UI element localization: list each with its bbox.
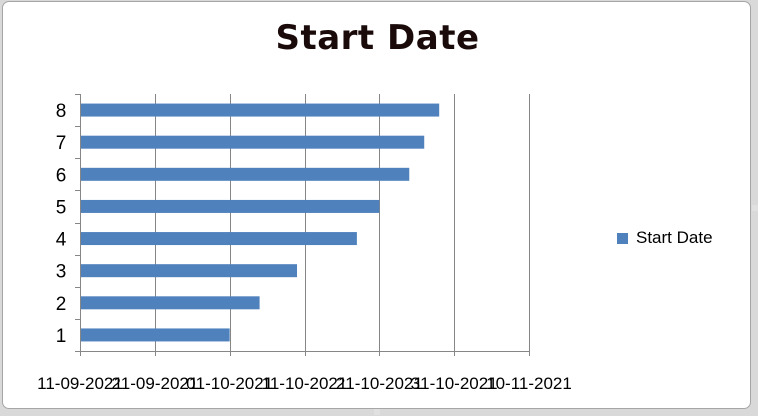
y-tick-label-6: 6 <box>56 165 67 186</box>
bar-5 <box>81 199 380 213</box>
legend: Start Date <box>617 228 713 248</box>
legend-label: Start Date <box>636 228 713 247</box>
legend-swatch <box>617 232 628 244</box>
y-tick-label-3: 3 <box>56 262 67 283</box>
resize-handle-right[interactable] <box>752 205 758 211</box>
y-tick-label-1: 1 <box>56 326 67 347</box>
bar-6 <box>81 167 410 181</box>
y-tick-label-8: 8 <box>56 101 67 122</box>
bar-3 <box>81 264 298 278</box>
x-tick-label-1: 21-09-2021 <box>111 374 198 393</box>
x-tick-label-2: 01-10-2021 <box>186 374 273 393</box>
bar-8 <box>81 103 440 117</box>
x-tick-label-0: 11-09-2021 <box>37 374 123 393</box>
x-tick-label-6: 10-11-2021 <box>486 374 572 393</box>
y-tick-label-2: 2 <box>56 294 67 315</box>
x-tick-label-5: 31-10-2021 <box>411 374 498 393</box>
bar-1 <box>81 328 230 342</box>
y-tick-label-7: 7 <box>56 133 67 154</box>
y-tick-label-4: 4 <box>56 230 67 251</box>
bar-7 <box>81 135 425 149</box>
resize-handle-bottom[interactable] <box>374 409 380 415</box>
chart-title: Start Date <box>275 18 480 58</box>
x-tick-label-3: 11-10-2021 <box>262 374 348 393</box>
y-tick-label-5: 5 <box>56 197 67 218</box>
bar-2 <box>81 296 260 310</box>
x-tick-label-4: 21-10-2021 <box>336 374 423 393</box>
bar-4 <box>81 232 357 246</box>
